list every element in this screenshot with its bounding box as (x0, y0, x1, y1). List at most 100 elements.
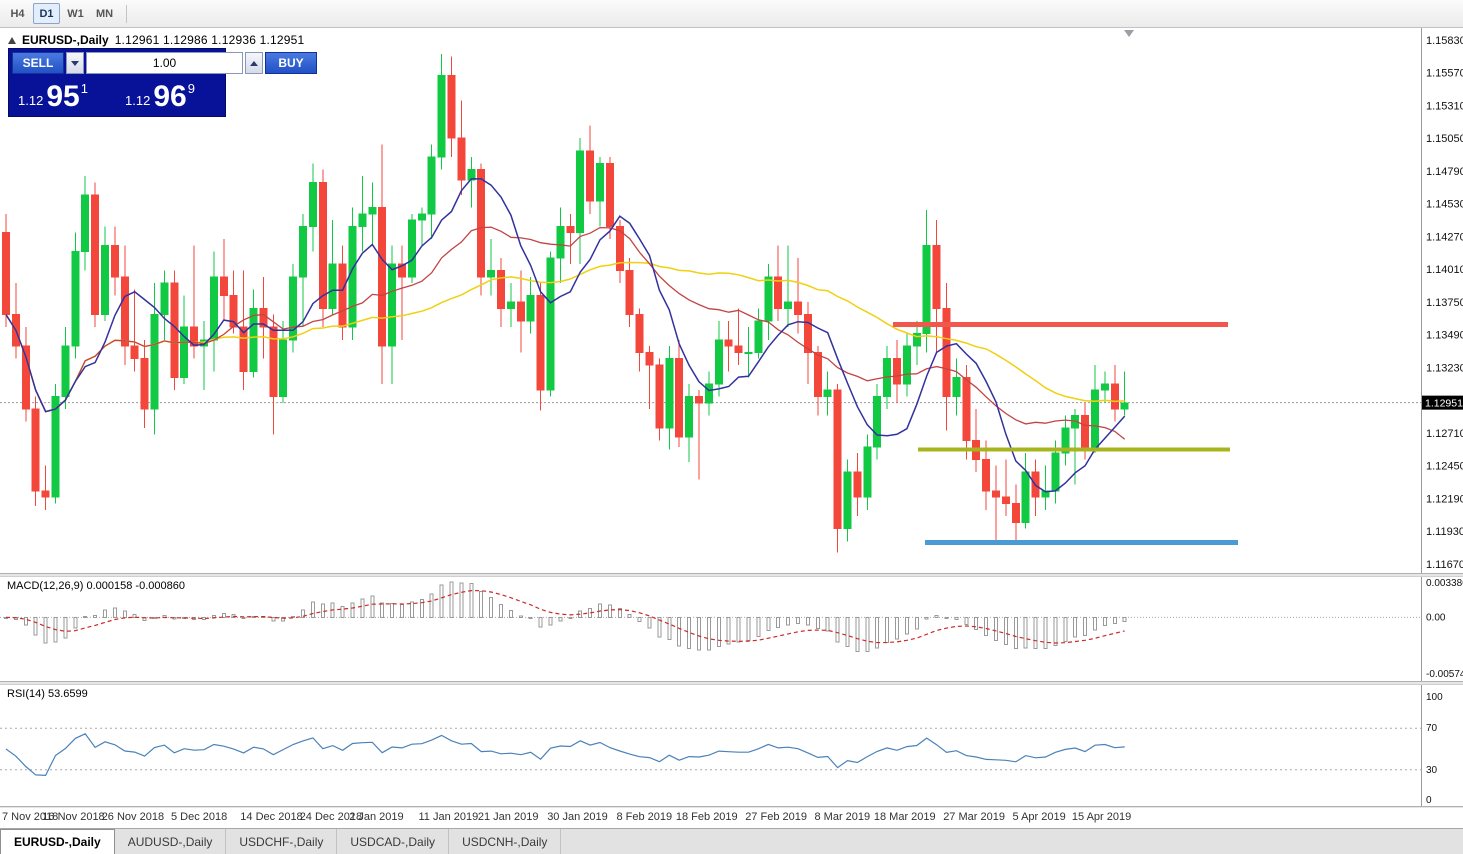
price-axis-label: 1.14270 (1426, 231, 1463, 243)
macd-bar (152, 616, 157, 620)
candle-body (536, 295, 545, 391)
scroll-to-end-marker[interactable] (1124, 30, 1134, 37)
candle-body (249, 307, 258, 372)
pane-splitter[interactable] (0, 573, 1463, 577)
candle-body (744, 351, 753, 355)
macd-bar (1033, 616, 1038, 650)
macd-bar (815, 616, 820, 630)
date-axis-label: 2 Jan 2019 (349, 811, 404, 823)
date-axis-label: 15 Apr 2019 (1071, 811, 1132, 823)
timeframe-button-mn[interactable]: MN (91, 3, 118, 24)
date-axis[interactable]: 7 Nov 2018 16 Nov 2018 26 Nov 2018 5 Dec 20… (0, 808, 1463, 828)
macd-bar (746, 616, 751, 641)
candle-body (922, 244, 931, 334)
macd-bar (73, 616, 78, 629)
macd-bar (1003, 616, 1008, 645)
macd-bar (350, 602, 355, 618)
candle-body (942, 307, 951, 397)
macd-bar (914, 616, 919, 630)
macd-bar (1043, 616, 1048, 650)
price-axis-label: 1.14010 (1426, 264, 1463, 276)
macd-bar (320, 603, 325, 618)
macd-bar (419, 599, 424, 618)
candle-body (1011, 503, 1020, 523)
candle-body (932, 244, 941, 309)
candle-body (556, 225, 565, 259)
chart-title: EURUSD-,Daily 1.12961 1.12986 1.12936 1.… (8, 33, 304, 47)
macd-bar (885, 616, 890, 643)
candle-body (2, 232, 10, 316)
price-axis-label: 1.13750 (1426, 297, 1463, 309)
macd-axis-label: 0.003386 (1426, 578, 1463, 589)
timeframe-button-h4[interactable]: H4 (4, 3, 31, 24)
candle-body (338, 263, 347, 328)
macd-bar (805, 616, 810, 626)
chart-tab-audusd[interactable]: AUDUSD-,Daily (114, 829, 227, 854)
candle-body (437, 74, 446, 158)
macd-indicator-pane[interactable]: 0.003386 0.00 -0.00574 (0, 577, 1463, 681)
candle-body (655, 364, 664, 429)
main-chart-pane[interactable]: 1.15830 1.15570 1.15310 1.15050 1.14790 1.145… (0, 28, 1463, 573)
candle-body (239, 326, 248, 372)
pane-splitter[interactable] (0, 806, 1463, 808)
price-axis-label: 1.12710 (1426, 428, 1463, 440)
candle-body (110, 244, 119, 278)
pane-splitter[interactable] (0, 681, 1463, 685)
buy-price[interactable]: 1.12 96 9 (119, 77, 222, 113)
candle-body (447, 74, 456, 139)
macd-bar (875, 616, 880, 649)
candle-body (526, 295, 535, 322)
rsi-line (5, 733, 1125, 777)
date-axis-label: 16 Nov 2018 (42, 811, 105, 823)
candle-body (803, 314, 812, 353)
toolbar-divider (126, 4, 128, 23)
buy-button[interactable]: BUY (265, 52, 317, 74)
candle-body (348, 225, 357, 328)
macd-axis-label: -0.00574 (1426, 669, 1463, 680)
macd-bar (429, 593, 434, 618)
candle-body (902, 345, 911, 385)
candle-body (546, 257, 555, 391)
timeframe-button-d1[interactable]: D1 (33, 3, 60, 24)
candle-body (1110, 383, 1119, 410)
candle-body (615, 225, 624, 272)
macd-bar (221, 613, 226, 618)
macd-bar (548, 616, 553, 626)
sell-price[interactable]: 1.12 95 1 (12, 77, 115, 113)
timeframe-button-w1[interactable]: W1 (62, 3, 89, 24)
candle-body (1091, 389, 1099, 448)
macd-bar (439, 584, 444, 618)
macd-bar (400, 604, 404, 618)
candle-body (962, 377, 971, 442)
candle-body (91, 194, 100, 316)
one-click-trading-panel: SELL BUY 1.12 95 1 1.12 96 9 (8, 48, 317, 117)
chart-tab-usdcad[interactable]: USDCAD-,Daily (337, 829, 450, 854)
macd-bar (558, 616, 563, 622)
volume-input[interactable] (86, 52, 243, 74)
candle-body (477, 169, 486, 278)
sell-button[interactable]: SELL (12, 52, 64, 74)
candle-body (160, 282, 169, 316)
macd-bar (855, 616, 860, 652)
macd-bar (607, 604, 612, 618)
macd-bar (211, 615, 216, 618)
chart-tab-usdchf[interactable]: USDCHF-,Daily (226, 829, 338, 854)
candle-body (516, 301, 525, 322)
price-axis-label: 1.11930 (1426, 526, 1463, 538)
chart-tab-eurusd[interactable]: EURUSD-,Daily (0, 829, 115, 854)
macd-bar (23, 616, 28, 626)
macd-bar (469, 583, 474, 618)
candle-body (823, 389, 832, 397)
candle-body (61, 345, 70, 397)
macd-bar (1073, 616, 1078, 638)
volume-increase-button[interactable] (245, 52, 263, 74)
chart-tab-usdcnh[interactable]: USDCNH-,Daily (449, 829, 562, 854)
candle-body (586, 150, 595, 202)
volume-decrease-button[interactable] (66, 52, 84, 74)
rsi-indicator-pane[interactable]: 100 70 30 0 (0, 685, 1463, 806)
candle-body (813, 351, 822, 397)
price-axis-label: 1.14790 (1426, 166, 1463, 178)
candle-body (704, 383, 713, 404)
chevron-down-icon (71, 60, 79, 66)
candle-body (219, 276, 228, 297)
